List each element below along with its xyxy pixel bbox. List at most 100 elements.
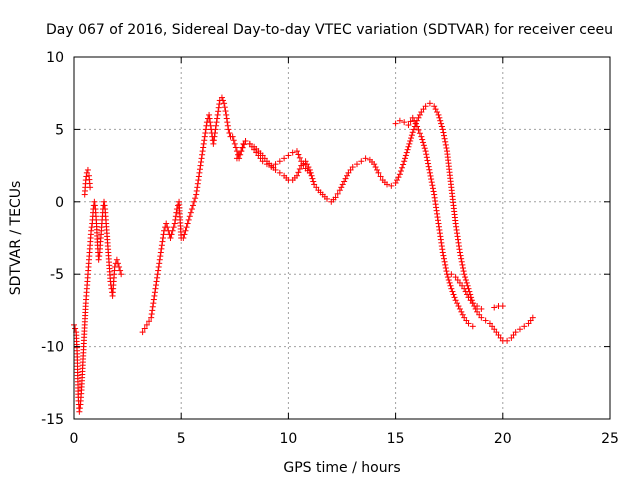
data-point xyxy=(439,249,446,256)
data-point xyxy=(173,209,180,216)
data-point xyxy=(464,291,471,298)
data-point xyxy=(332,194,339,201)
data-point xyxy=(426,100,433,107)
data-point xyxy=(182,227,189,234)
data-point xyxy=(401,158,408,165)
data-point xyxy=(83,173,90,180)
data-point xyxy=(146,318,153,325)
data-point xyxy=(449,288,456,295)
data-point xyxy=(230,137,237,144)
data-point xyxy=(296,154,303,161)
data-point xyxy=(76,408,83,415)
data-point xyxy=(149,303,156,310)
x-tick-label: 10 xyxy=(279,431,297,447)
data-point xyxy=(184,220,191,227)
data-point xyxy=(150,300,157,307)
data-point xyxy=(416,111,423,118)
data-point xyxy=(151,292,158,299)
data-point xyxy=(409,129,416,136)
x-tick-label: 20 xyxy=(494,431,512,447)
data-point xyxy=(148,311,155,318)
data-point xyxy=(225,126,232,133)
data-point xyxy=(458,255,465,262)
data-point xyxy=(456,305,463,312)
data-point xyxy=(91,202,98,209)
data-point xyxy=(233,155,240,162)
data-point xyxy=(168,231,175,238)
data-point xyxy=(354,161,361,168)
data-point xyxy=(459,311,466,318)
data-point xyxy=(183,224,190,231)
data-point xyxy=(293,172,300,179)
data-point xyxy=(195,173,202,180)
data-point xyxy=(148,314,155,321)
data-point xyxy=(409,114,416,121)
data-point xyxy=(221,104,228,111)
data-point xyxy=(259,158,266,165)
data-point xyxy=(181,231,188,238)
data-point xyxy=(445,276,452,283)
data-point xyxy=(465,320,472,327)
data-point xyxy=(170,224,177,231)
data-point xyxy=(448,271,455,278)
data-point xyxy=(210,137,217,144)
data-point xyxy=(421,145,428,152)
data-point xyxy=(422,103,429,110)
data-point xyxy=(199,151,206,158)
data-point xyxy=(392,179,399,186)
data-point xyxy=(224,119,231,126)
data-point xyxy=(462,276,469,283)
x-tick-label: 25 xyxy=(601,431,619,447)
data-point xyxy=(214,115,221,122)
data-point xyxy=(276,158,283,165)
data-point xyxy=(223,115,230,122)
data-point xyxy=(462,288,469,295)
data-point xyxy=(199,148,206,155)
data-point xyxy=(422,148,429,155)
data-point xyxy=(202,126,209,133)
data-point xyxy=(516,326,523,333)
data-point xyxy=(216,101,223,108)
data-point xyxy=(159,238,166,245)
data-point xyxy=(374,166,381,173)
data-point xyxy=(231,140,238,147)
data-point xyxy=(172,213,179,220)
data-point xyxy=(206,111,213,118)
data-point xyxy=(84,166,91,173)
data-point xyxy=(429,182,436,189)
data-point xyxy=(210,140,217,147)
data-point xyxy=(236,151,243,158)
data-point xyxy=(201,137,208,144)
data-point xyxy=(218,94,225,101)
data-point xyxy=(201,133,208,140)
data-point xyxy=(207,122,214,129)
data-point xyxy=(158,242,165,249)
data-point xyxy=(296,165,303,172)
data-point xyxy=(341,178,348,185)
data-point xyxy=(306,169,313,176)
data-point xyxy=(404,146,411,153)
y-tick-label: 10 xyxy=(46,50,64,66)
data-point xyxy=(461,285,468,292)
data-point xyxy=(305,164,312,171)
data-point xyxy=(460,268,467,275)
data-point xyxy=(436,114,443,121)
data-point xyxy=(442,261,449,268)
data-point xyxy=(197,162,204,169)
data-point xyxy=(242,137,249,144)
data-point xyxy=(272,161,279,168)
data-point xyxy=(196,169,203,176)
data-point xyxy=(185,216,192,223)
data-point xyxy=(440,129,447,136)
data-point xyxy=(432,106,439,113)
data-point xyxy=(478,314,485,321)
data-point xyxy=(419,136,426,143)
data-point xyxy=(285,152,292,159)
data-series-sdtvar xyxy=(71,94,536,415)
data-point xyxy=(139,329,146,336)
data-point xyxy=(339,181,346,188)
data-point xyxy=(114,260,121,267)
data-point xyxy=(458,258,465,265)
x-tick-label: 5 xyxy=(177,431,186,447)
data-point xyxy=(272,166,279,173)
